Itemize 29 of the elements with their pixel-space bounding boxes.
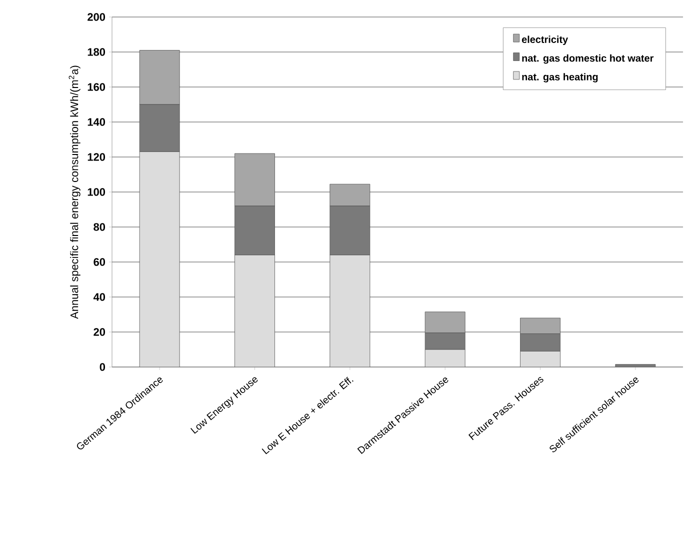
y-tick-label: 200: [88, 13, 106, 21]
bar: [520, 334, 560, 352]
bar: [424, 312, 466, 334]
y-tick-label: 40: [93, 293, 106, 301]
bar: [234, 206, 275, 256]
y-tick-label: 140: [88, 118, 106, 126]
y-tick-label: 60: [94, 258, 106, 266]
bar: [424, 349, 466, 367]
legend-label: nat. gas domestic hot water: [522, 54, 654, 64]
bar: [520, 318, 560, 334]
y-axis-title: Annual specific final energy consumption kWh/(m$^{2}$a): [68, 66, 80, 319]
bar: [139, 152, 180, 367]
legend-label: electricity: [522, 36, 568, 45]
bar: [520, 351, 560, 367]
y-tick-label: 80: [94, 223, 106, 231]
bar: [424, 332, 466, 350]
bar: [330, 184, 370, 206]
bar: [139, 104, 180, 152]
y-tick-label: 160: [88, 83, 106, 91]
y-tick-label: 0: [100, 363, 106, 371]
legend-label: nat. gas heating: [522, 73, 598, 82]
y-tick-label: 100: [88, 188, 106, 196]
y-tick-label: 180: [88, 48, 106, 56]
y-tick-label: 20: [94, 328, 106, 336]
bar: [330, 206, 370, 256]
bar: [234, 153, 275, 206]
bar: [330, 254, 370, 367]
bar: [234, 254, 275, 367]
y-tick-label: 120: [88, 153, 106, 161]
